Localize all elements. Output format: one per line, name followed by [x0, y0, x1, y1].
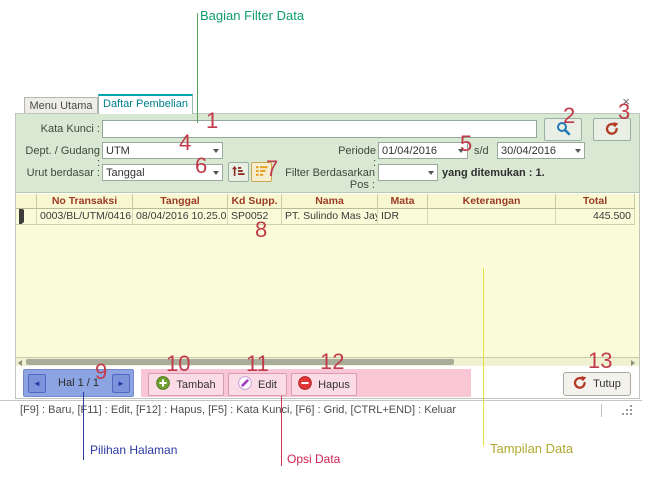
periode-from-combo[interactable]: 01/04/2016: [378, 142, 468, 159]
sort-ascending-button[interactable]: [228, 162, 249, 182]
plus-icon: [156, 376, 171, 393]
edit-button[interactable]: Edit: [228, 373, 287, 396]
data-options-highlight: Tambah Edit: [141, 369, 471, 397]
status-bar: [F9] : Baru, [F11] : Edit, [F12] : Hapus…: [0, 400, 642, 419]
chevron-down-icon: [425, 170, 437, 175]
minus-icon: [298, 376, 312, 393]
dept-combo[interactable]: UTM: [102, 142, 223, 159]
resize-grip-icon[interactable]: [622, 413, 624, 415]
grid-header-selector: [16, 194, 37, 209]
periode-to-value: 30/04/2016: [501, 144, 557, 157]
sort-combo-value: Tanggal: [106, 166, 145, 179]
annotation-options-section-label: Opsi Data: [287, 452, 341, 466]
prev-page-button[interactable]: ◄: [28, 374, 46, 393]
row-selector-icon: [19, 209, 24, 224]
annotation-line-filter: [197, 13, 198, 123]
grid-header: Total: [556, 194, 635, 209]
annotation-page-section-label: Pilihan Halaman: [90, 443, 178, 457]
content-frame: Kata Kunci : Dept.: [15, 113, 640, 399]
grid-header: No Transaksi: [37, 194, 133, 209]
periode-separator: s/d: [474, 145, 489, 157]
keyword-label: Kata Kunci :: [40, 123, 100, 135]
status-divider: [601, 404, 602, 417]
cell-total: 445.500: [556, 209, 635, 225]
refresh-button[interactable]: [593, 118, 631, 141]
chevron-down-icon: [210, 148, 222, 153]
sort-ascending-icon: [232, 165, 245, 180]
keyword-input[interactable]: [102, 120, 537, 138]
tab-daftar-pembelian[interactable]: Daftar Pembelian: [98, 94, 193, 114]
search-button[interactable]: [544, 118, 582, 141]
sort-descending-button[interactable]: [251, 162, 272, 182]
grid-header: Kd Supp.: [228, 194, 282, 209]
table-row[interactable]: 0003/BL/UTM/0416 08/04/2016 10.25.09 SP0…: [16, 209, 639, 225]
row-selector-cell: [16, 209, 37, 225]
grid-header: Mata Uang: [378, 194, 428, 209]
periode-to-combo[interactable]: 30/04/2016: [497, 142, 585, 159]
chevron-down-icon: [210, 170, 222, 175]
cell-no-transaksi: 0003/BL/UTM/0416: [37, 209, 133, 225]
sort-label: Urut berdasar :: [26, 167, 100, 179]
dept-label: Dept. / Gudang :: [25, 145, 100, 169]
pagination-panel: ◄ Hal 1 / 1 ►: [23, 369, 134, 397]
cell-tanggal: 08/04/2016 10.25.09: [133, 209, 228, 225]
close-icon[interactable]: ×: [622, 94, 630, 109]
grid-header: Keterangan: [428, 194, 556, 209]
grid-header: Nama: [282, 194, 378, 209]
cell-mata-uang: IDR: [378, 209, 428, 225]
horizontal-scrollbar[interactable]: [16, 357, 639, 366]
records-found-text: yang ditemukan : 1.: [442, 167, 545, 179]
filter-panel: Kata Kunci : Dept.: [16, 114, 639, 193]
delete-button[interactable]: Hapus: [291, 373, 357, 396]
back-arrow-icon: [573, 376, 587, 392]
purchase-grid: No Transaksi Tanggal Kd Supp. Nama Mata …: [16, 194, 639, 357]
search-icon: [556, 121, 571, 139]
chevron-down-icon: [455, 148, 467, 153]
chevron-down-icon: [572, 148, 584, 153]
add-button-label: Tambah: [176, 378, 216, 391]
refresh-icon: [605, 121, 619, 138]
periode-label: Periode :: [338, 145, 376, 169]
scrollbar-thumb[interactable]: [26, 359, 454, 365]
button-row: ◄ Hal 1 / 1 ► Tambah: [16, 366, 639, 398]
next-page-button[interactable]: ►: [112, 374, 130, 393]
sort-combo[interactable]: Tanggal: [102, 164, 223, 181]
grid-header: Tanggal: [133, 194, 228, 209]
pos-filter-combo[interactable]: [378, 164, 438, 181]
page-indicator: Hal 1 / 1: [58, 377, 99, 389]
edit-button-label: Edit: [258, 378, 277, 391]
pencil-icon: [238, 376, 252, 393]
grid-header-row: No Transaksi Tanggal Kd Supp. Nama Mata …: [16, 194, 639, 209]
scroll-left-icon[interactable]: [18, 360, 22, 366]
tab-menu-utama[interactable]: Menu Utama: [24, 97, 98, 114]
sort-descending-icon: [255, 165, 268, 180]
annotation-display-section-label: Tampilan Data: [490, 441, 574, 456]
periode-from-value: 01/04/2016: [382, 144, 438, 157]
pos-filter-label: Filter Berdasarkan Pos :: [285, 167, 375, 191]
close-form-button[interactable]: Tutup: [563, 372, 631, 396]
dept-combo-value: UTM: [106, 144, 130, 157]
scroll-right-icon[interactable]: [631, 360, 635, 366]
cell-kd-supp: SP0052: [228, 209, 282, 225]
add-button[interactable]: Tambah: [148, 373, 224, 396]
cell-keterangan: [428, 209, 556, 225]
cell-nama: PT. Sulindo Mas Jaya: [282, 209, 378, 225]
close-form-button-label: Tutup: [593, 378, 621, 390]
delete-button-label: Hapus: [318, 378, 350, 391]
shortcut-hints: [F9] : Baru, [F11] : Edit, [F12] : Hapus…: [20, 404, 456, 416]
annotation-filter-section-label: Bagian Filter Data: [200, 8, 305, 23]
